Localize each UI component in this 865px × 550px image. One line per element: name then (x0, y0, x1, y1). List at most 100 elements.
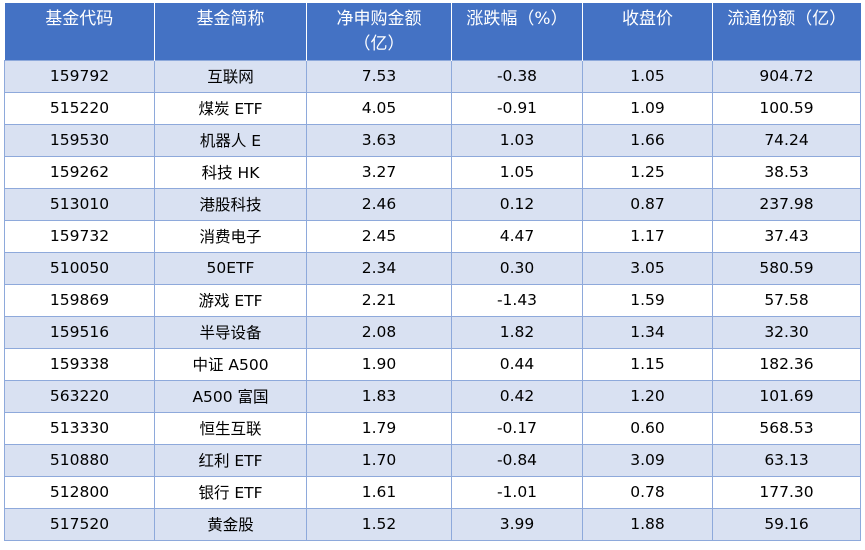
cell-change-pct: 0.12 (451, 187, 583, 221)
cell-circulating-shares: 568.53 (712, 411, 861, 445)
table-row: 159262 科技 HK 3.27 1.05 1.25 38.53 (4, 155, 861, 189)
cell-fund-name: 50ETF (154, 251, 307, 285)
table-row: 513330 恒生互联 1.79 -0.17 0.60 568.53 (4, 411, 861, 445)
cell-fund-code: 510050 (4, 251, 155, 285)
cell-fund-name: 中证 A500 (154, 347, 307, 381)
header-fund-code: 基金代码 (4, 3, 155, 60)
cell-net-subscription: 2.45 (306, 219, 452, 253)
cell-change-pct: -0.17 (451, 411, 583, 445)
cell-change-pct: 4.47 (451, 219, 583, 253)
header-close-price: 收盘价 (582, 3, 713, 60)
cell-net-subscription: 4.05 (306, 91, 452, 125)
cell-change-pct: -1.01 (451, 475, 583, 509)
cell-circulating-shares: 59.16 (712, 507, 861, 541)
cell-net-subscription: 7.53 (306, 59, 452, 93)
cell-close-price: 1.17 (582, 219, 713, 253)
cell-fund-code: 517520 (4, 507, 155, 541)
cell-net-subscription: 2.46 (306, 187, 452, 221)
cell-close-price: 1.25 (582, 155, 713, 189)
cell-fund-code: 563220 (4, 379, 155, 413)
cell-fund-name: 互联网 (154, 59, 307, 93)
cell-circulating-shares: 100.59 (712, 91, 861, 125)
cell-fund-code: 510880 (4, 443, 155, 477)
cell-change-pct: -0.91 (451, 91, 583, 125)
cell-circulating-shares: 101.69 (712, 379, 861, 413)
header-row: 基金代码 基金简称 净申购金额 （亿） 涨跌幅（%） 收盘价 流通份额（亿） (4, 3, 861, 60)
cell-fund-code: 159732 (4, 219, 155, 253)
table-row: 517520 黄金股 1.52 3.99 1.88 59.16 (4, 507, 861, 541)
cell-change-pct: -0.38 (451, 59, 583, 93)
cell-close-price: 1.88 (582, 507, 713, 541)
table-row: 563220 A500 富国 1.83 0.42 1.20 101.69 (4, 379, 861, 413)
header-change-pct: 涨跌幅（%） (451, 3, 583, 60)
cell-circulating-shares: 32.30 (712, 315, 861, 349)
table-row: 513010 港股科技 2.46 0.12 0.87 237.98 (4, 187, 861, 221)
header-fund-name: 基金简称 (154, 3, 307, 60)
cell-close-price: 0.78 (582, 475, 713, 509)
cell-fund-name: 银行 ETF (154, 475, 307, 509)
cell-change-pct: -1.43 (451, 283, 583, 317)
cell-close-price: 1.05 (582, 59, 713, 93)
cell-close-price: 1.59 (582, 283, 713, 317)
cell-fund-name: 半导设备 (154, 315, 307, 349)
cell-change-pct: 3.99 (451, 507, 583, 541)
cell-circulating-shares: 237.98 (712, 187, 861, 221)
table-row: 159792 互联网 7.53 -0.38 1.05 904.72 (4, 59, 861, 93)
cell-net-subscription: 2.08 (306, 315, 452, 349)
table-row: 159338 中证 A500 1.90 0.44 1.15 182.36 (4, 347, 861, 381)
cell-close-price: 3.05 (582, 251, 713, 285)
cell-close-price: 1.20 (582, 379, 713, 413)
cell-fund-code: 159530 (4, 123, 155, 157)
cell-fund-name: 红利 ETF (154, 443, 307, 477)
cell-close-price: 1.09 (582, 91, 713, 125)
table-row: 510050 50ETF 2.34 0.30 3.05 580.59 (4, 251, 861, 285)
cell-fund-code: 159869 (4, 283, 155, 317)
table-row: 515220 煤炭 ETF 4.05 -0.91 1.09 100.59 (4, 91, 861, 125)
cell-close-price: 3.09 (582, 443, 713, 477)
cell-net-subscription: 1.70 (306, 443, 452, 477)
cell-change-pct: 1.05 (451, 155, 583, 189)
cell-circulating-shares: 38.53 (712, 155, 861, 189)
header-circulating-shares: 流通份额（亿） (712, 3, 861, 60)
cell-fund-code: 159262 (4, 155, 155, 189)
cell-fund-code: 159338 (4, 347, 155, 381)
cell-close-price: 0.60 (582, 411, 713, 445)
cell-circulating-shares: 57.58 (712, 283, 861, 317)
cell-fund-name: 黄金股 (154, 507, 307, 541)
cell-change-pct: 1.03 (451, 123, 583, 157)
table-row: 159516 半导设备 2.08 1.82 1.34 32.30 (4, 315, 861, 349)
cell-fund-code: 159792 (4, 59, 155, 93)
table-row: 159530 机器人 E 3.63 1.03 1.66 74.24 (4, 123, 861, 157)
cell-net-subscription: 2.21 (306, 283, 452, 317)
cell-fund-name: 恒生互联 (154, 411, 307, 445)
cell-close-price: 1.34 (582, 315, 713, 349)
table-row: 512800 银行 ETF 1.61 -1.01 0.78 177.30 (4, 475, 861, 509)
cell-change-pct: 0.44 (451, 347, 583, 381)
cell-circulating-shares: 37.43 (712, 219, 861, 253)
cell-close-price: 1.15 (582, 347, 713, 381)
cell-net-subscription: 1.90 (306, 347, 452, 381)
cell-fund-name: 消费电子 (154, 219, 307, 253)
cell-fund-name: 机器人 E (154, 123, 307, 157)
cell-change-pct: -0.84 (451, 443, 583, 477)
cell-net-subscription: 1.79 (306, 411, 452, 445)
cell-change-pct: 0.42 (451, 379, 583, 413)
cell-fund-code: 515220 (4, 91, 155, 125)
table-body: 159792 互联网 7.53 -0.38 1.05 904.72 515220 煤炭 ETF… (4, 59, 861, 541)
cell-net-subscription: 1.52 (306, 507, 452, 541)
cell-circulating-shares: 580.59 (712, 251, 861, 285)
table-row: 159869 游戏 ETF 2.21 -1.43 1.59 57.58 (4, 283, 861, 317)
cell-fund-name: A500 富国 (154, 379, 307, 413)
cell-change-pct: 1.82 (451, 315, 583, 349)
cell-close-price: 1.66 (582, 123, 713, 157)
cell-circulating-shares: 74.24 (712, 123, 861, 157)
cell-net-subscription: 1.61 (306, 475, 452, 509)
cell-fund-name: 煤炭 ETF (154, 91, 307, 125)
cell-fund-code: 513010 (4, 187, 155, 221)
header-net-subscription: 净申购金额 （亿） (306, 3, 452, 60)
cell-fund-name: 港股科技 (154, 187, 307, 221)
cell-circulating-shares: 177.30 (712, 475, 861, 509)
cell-fund-name: 科技 HK (154, 155, 307, 189)
cell-fund-code: 512800 (4, 475, 155, 509)
cell-fund-code: 513330 (4, 411, 155, 445)
